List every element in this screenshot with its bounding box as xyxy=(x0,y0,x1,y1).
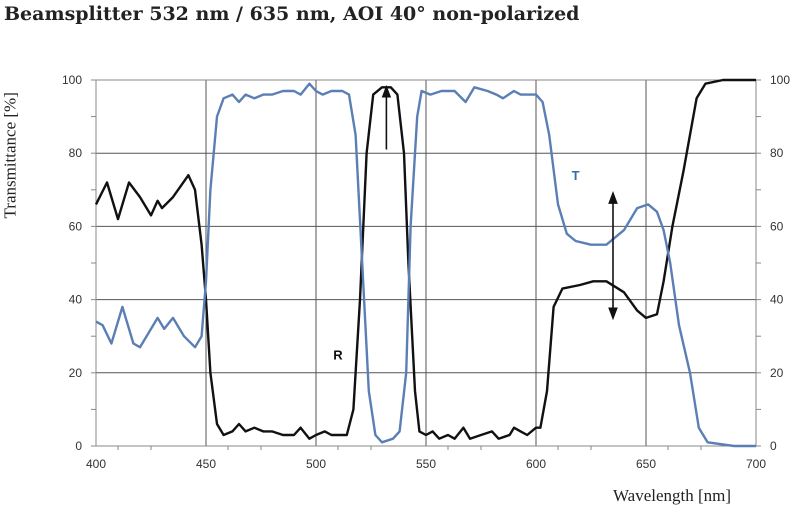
y-tick-label-left: 60 xyxy=(69,219,83,233)
x-tick-label: 700 xyxy=(746,457,766,471)
x-axis-label: Wavelength [nm] xyxy=(613,486,732,505)
y-tick-label-left: 40 xyxy=(69,293,83,307)
y-tick-label-left: 20 xyxy=(69,366,83,380)
y-tick-label-left: 100 xyxy=(62,73,82,87)
y-tick-label-left: 80 xyxy=(69,146,83,160)
series-line-R xyxy=(94,78,756,440)
y-tick-label-right: 40 xyxy=(770,293,784,307)
annotation-label-R: R xyxy=(333,348,343,363)
series-line-T xyxy=(95,82,756,448)
chart-title: Beamsplitter 532 nm / 635 nm, AOI 40° no… xyxy=(4,3,580,25)
y-tick-label-left: 0 xyxy=(75,439,82,453)
y-tick-label-right: 60 xyxy=(770,219,784,233)
y-tick-label-right: 20 xyxy=(770,366,784,380)
y-tick-label-right: 100 xyxy=(770,73,790,87)
x-tick-label: 550 xyxy=(416,457,436,471)
annotation-label-T: T xyxy=(572,168,580,183)
y-tick-label-right: 0 xyxy=(770,439,777,453)
x-tick-label: 600 xyxy=(526,457,546,471)
x-tick-label: 450 xyxy=(196,457,216,471)
x-tick-label: 500 xyxy=(306,457,326,471)
y-tick-label-right: 80 xyxy=(770,146,784,160)
x-tick-label: 650 xyxy=(636,457,656,471)
x-tick-label: 400 xyxy=(86,457,106,471)
